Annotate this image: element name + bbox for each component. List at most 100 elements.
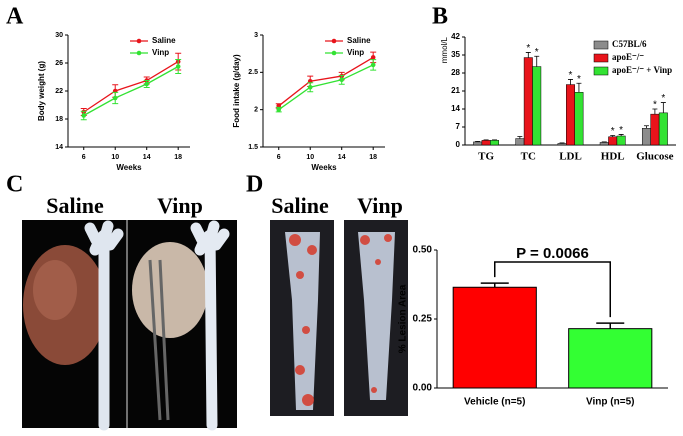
marker [112,95,118,101]
bar [490,140,500,146]
panel-label: C [6,172,23,198]
x-tick-label: TG [478,151,494,163]
y-tick-label: 14 [451,104,460,113]
error-bar [568,79,573,85]
legend-label: C57BL/6 [612,39,647,49]
bar [658,112,668,146]
x-tick-label: 14 [143,154,151,161]
significance-label: * [619,125,623,136]
y-tick-label: 42 [451,32,460,41]
y-tick-label: 0.50 [413,245,433,256]
photo-label: Saline [46,193,104,218]
significance-label: * [535,47,539,58]
legend-marker [136,38,142,44]
x-tick-label: 6 [277,154,281,161]
marker [339,77,345,83]
panel-label: A [6,4,24,30]
legend-label: Vinp [152,48,169,57]
y-tick-label: 22 [55,88,63,95]
photo [270,220,408,416]
x-tick-label: TC [521,151,536,163]
x-tick-label: Glucose [636,151,673,163]
bar [523,57,533,146]
error-bar [483,139,489,141]
error-bar [643,125,649,129]
bar [452,286,537,389]
bar [566,84,575,146]
error-bar [475,141,481,142]
marker [307,84,313,90]
error-bar [601,141,607,143]
error-bar [559,142,565,144]
x-tick-label: 6 [82,154,86,161]
x-tick-label: LDL [559,151,582,163]
x-tick-label: 18 [174,154,182,161]
photo-label: Saline [271,193,329,218]
y-tick-label: 14 [55,144,63,151]
error-bar [596,322,625,329]
legend-swatch [593,66,609,76]
y-tick-label: 3 [254,32,258,39]
panel-label: B [432,4,448,30]
x-tick-label: Vinp (n=5) [586,397,634,408]
legend-label: Vinp [347,48,364,57]
marker [276,107,282,112]
x-tick-label: 18 [369,154,377,161]
bar [532,66,542,146]
x-tick-label: 10 [306,154,314,161]
y-tick-label: 30 [55,32,63,39]
line [278,56,374,107]
bar [481,140,491,146]
bracket [494,261,611,318]
x-axis-title: Weeks [311,163,337,172]
marker [144,81,150,87]
significance-label: * [661,93,665,104]
line [83,65,179,117]
bar [515,138,525,146]
panel-label: D [246,172,263,198]
error-bar [610,135,616,137]
y-tick-label: 28 [451,68,460,77]
bar [557,143,567,146]
photo-label: Vinp [357,193,403,218]
significance-label: * [526,43,530,54]
line [83,61,179,113]
significance-label: * [569,70,573,81]
marker [370,55,376,60]
error-bar [480,282,509,288]
legend-label: apoE⁻/⁻ + Vinp [612,65,672,75]
bar [574,92,584,146]
y-axis-title: mmol/L [440,36,449,63]
y-tick-label: 2.5 [248,69,258,76]
y-tick-label: 21 [451,86,460,95]
legend-marker [136,50,142,56]
photo-label: Vinp [157,193,203,218]
y-axis-title: Food intake (g/day) [232,54,241,128]
y-axis-title: % Lesion Area [398,284,409,353]
y-tick-label: 0 [456,140,461,149]
bar [608,136,618,146]
y-axis-title: Body weight (g) [37,61,46,121]
marker [175,64,181,69]
legend-label: Saline [347,36,371,45]
bar [616,135,626,146]
line [278,64,374,111]
legend-swatch [593,53,609,63]
significance-label: * [611,126,615,137]
error-bar [652,108,658,115]
y-tick-label: 7 [456,122,461,131]
y-tick-label: 1.5 [248,144,258,151]
legend-swatch [593,40,609,50]
legend-label: Saline [152,36,176,45]
marker [81,113,87,118]
legend-label: apoE⁻/⁻ [612,52,644,62]
error-bar [525,52,531,58]
bar [473,141,483,146]
legend-marker [331,50,337,56]
error-bar [618,134,624,136]
x-tick-label: Vehicle (n=5) [464,397,525,408]
y-tick-label: 18 [55,116,63,123]
bar [641,128,651,146]
y-tick-label: 2 [254,107,258,114]
